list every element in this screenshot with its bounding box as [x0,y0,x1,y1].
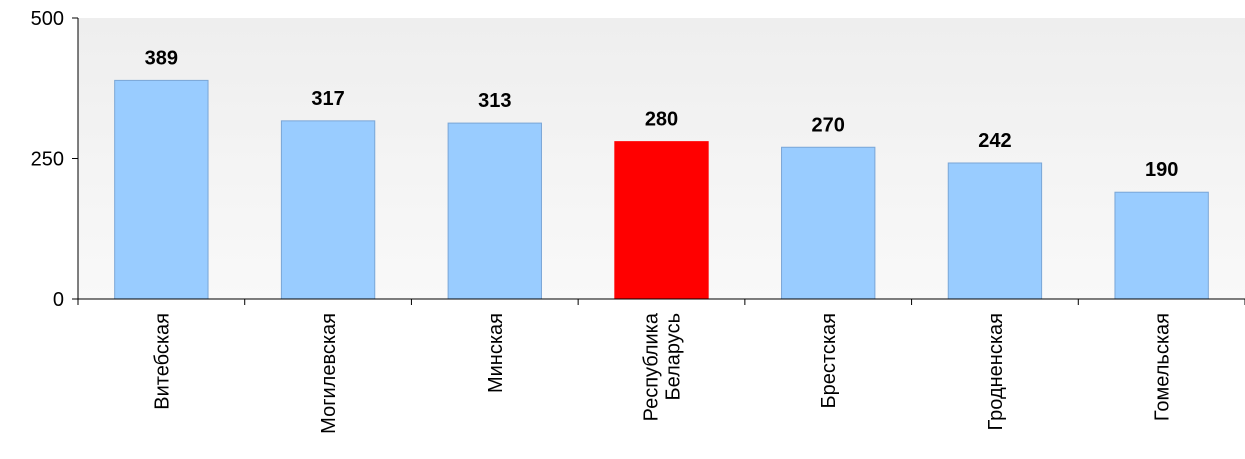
bar [947,162,1043,300]
bar [614,141,709,300]
data-label: 270 [812,114,845,136]
bar [447,122,542,300]
data-label: 280 [645,109,678,131]
category-label-line: Могилевская [318,313,340,434]
data-label: 317 [311,88,344,110]
data-label: 190 [1145,159,1178,181]
category-label: Могилевская [318,313,340,434]
category-label: Республика Беларусь [641,312,685,421]
category-label-line: Республика [641,312,663,421]
data-label: 389 [145,47,178,69]
category-label-line: Витебская [151,313,173,410]
category-label: Гомельская [1152,313,1174,421]
data-label: 242 [978,130,1011,152]
category-label: Минская [485,313,507,393]
category-label-line: Брестская [818,313,840,408]
bar [114,79,209,300]
bar [280,120,376,300]
category-label-line: Минская [485,313,507,393]
bar [1114,191,1209,300]
category-label-line: Гродненская [985,313,1007,431]
y-tick-label: 250 [31,149,64,171]
bar [781,146,876,300]
data-label: 313 [478,90,511,112]
y-tick-label: 0 [53,289,64,311]
category-label: Брестская [818,313,840,408]
category-label-line: Беларусь [663,313,685,400]
y-tick-label: 500 [31,8,64,30]
category-label: Гродненская [985,313,1007,431]
category-label: Витебская [151,313,173,410]
category-label-line: Гомельская [1152,313,1174,421]
